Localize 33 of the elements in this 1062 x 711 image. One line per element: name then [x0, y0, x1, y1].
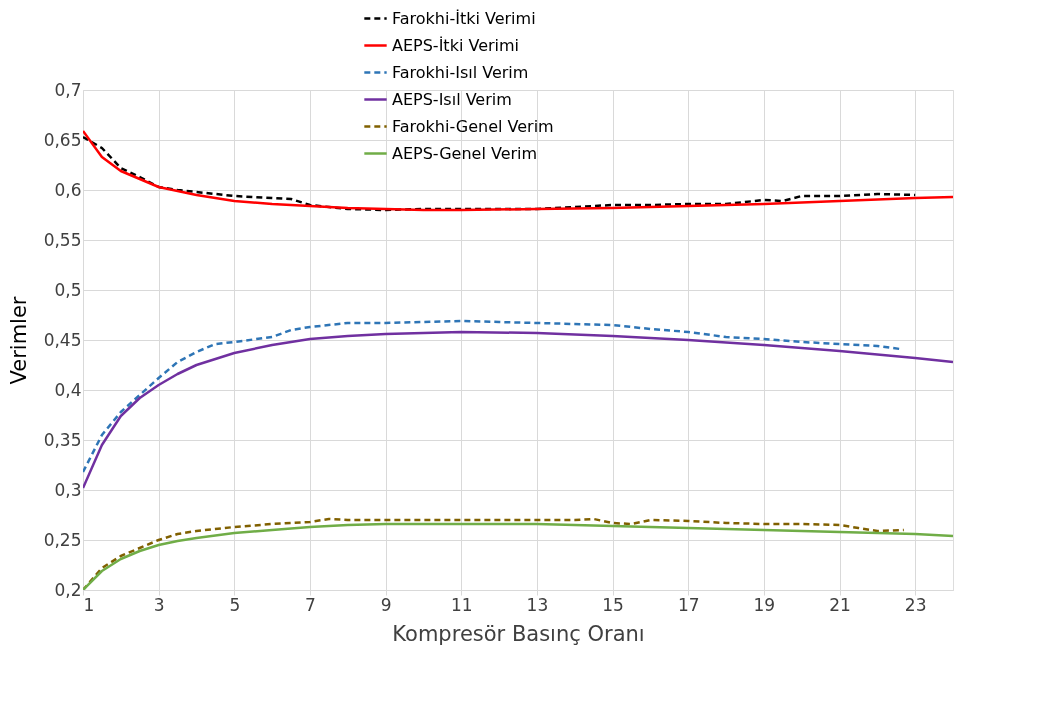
legend-label: AEPS-Genel Verim: [392, 143, 538, 163]
y-tick-label: 0,4: [54, 379, 82, 400]
x-tick-label: 23: [904, 594, 927, 615]
y-tick-label: 0,3: [54, 479, 82, 500]
legend-label: Farokhi-Isıl Verim: [392, 62, 529, 82]
x-tick-label: 9: [380, 594, 392, 615]
y-tick-label: 0,5: [54, 279, 82, 300]
line-series: [83, 319, 902, 474]
y-tick-label: 0,35: [43, 429, 82, 450]
y-tick-label: 0,6: [54, 179, 82, 200]
x-tick-label: 15: [602, 594, 624, 615]
x-tick-label: 13: [526, 594, 549, 615]
y-tick-label: 0,45: [43, 329, 82, 350]
y-axis-title: Verimler: [6, 296, 31, 385]
legend-label: Farokhi-Genel Verim: [392, 116, 554, 136]
y-tick-label: 0,65: [43, 129, 82, 150]
x-tick-label: 17: [677, 594, 700, 615]
line-series: [83, 330, 953, 490]
legend-label: AEPS-İtki Verimi: [392, 35, 520, 55]
x-tick-label: 19: [753, 594, 776, 615]
x-tick-label: 3: [153, 594, 165, 615]
x-tick-label: 1: [83, 594, 95, 615]
y-tick-label: 0,7: [54, 79, 82, 100]
x-axis-title: Kompresör Basınç Oranı: [392, 621, 645, 646]
x-tick-label: 21: [829, 594, 851, 615]
legend-label: Farokhi-İtki Verimi: [392, 8, 536, 28]
legend-label: AEPS-Isıl Verim: [392, 89, 512, 109]
x-tick-label: 5: [229, 594, 241, 615]
x-tick-label: 11: [450, 594, 473, 615]
x-tick-label: 7: [305, 594, 316, 615]
y-tick-label: 0,55: [43, 229, 82, 250]
y-tick-label: 0,25: [43, 529, 82, 550]
y-tick-label: 0,2: [54, 579, 82, 600]
